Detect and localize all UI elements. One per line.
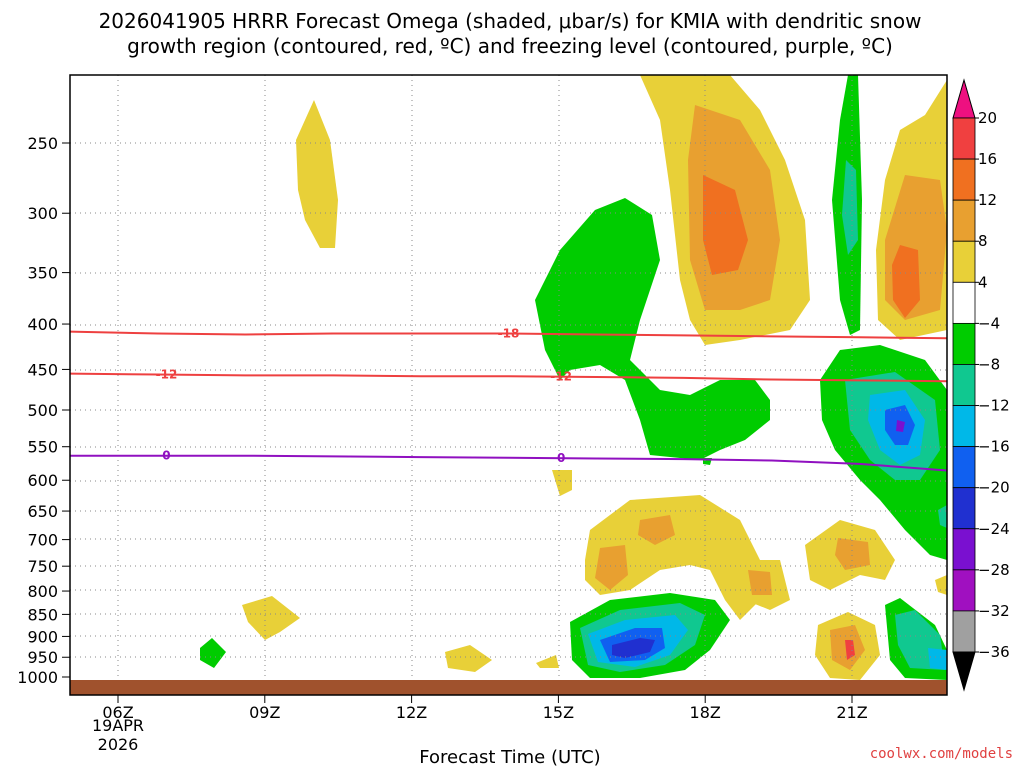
y-tick-label: 300 [27,204,58,223]
dgz-minus12-label: -12 [156,368,178,382]
x-tick-label: 15Z [543,703,574,722]
x-date-line-1: 19APR [92,716,144,735]
omega-region-orange [638,515,675,545]
omega-region-purple [896,420,905,432]
plot-frame [69,74,948,696]
dgz-minus12-label: -12 [550,370,572,384]
y-tick-label: 900 [27,627,58,646]
colorbar-segment [952,158,976,201]
y-tick-label: 450 [27,360,58,379]
x-axis-label: Forecast Time (UTC) [419,747,600,768]
chart-title-line-1: 2026041905 HRRR Forecast Omega (shaded, … [99,9,922,33]
x-tick-label: 12Z [396,703,427,722]
colorbar-segment [952,364,976,406]
omega-region-cyan [928,648,947,670]
freezing-level-0-label: 0 [162,449,170,463]
colorbar-label: −20 [978,479,1010,497]
y-tick-label: 400 [27,315,58,334]
colorbar-segment [952,281,976,324]
credit-text: coolwx.com/models [870,746,1013,762]
dgz-minus18-label: -18 [498,327,520,341]
plot-area: -18 -12 -12 0 0 [70,75,947,695]
colorbar-segment [952,117,976,160]
colorbar-label: −16 [978,438,1010,456]
dgz-minus12-line [70,372,947,383]
y-tick-label: 250 [27,134,58,153]
y-axis: 250 300 350 400 450 500 550 600 650 700 750 800 850 9… [17,134,70,687]
colorbar-segment [952,322,976,365]
omega-region-orange [835,538,870,570]
colorbar-label: −28 [978,561,1010,579]
y-tick-label: 950 [27,648,58,667]
colorbar-label: 8 [978,232,988,250]
colorbar-label: −24 [978,520,1010,538]
colorbar-label: 16 [978,150,997,168]
colorbar-segment [952,610,976,653]
y-tick-label: 800 [27,582,58,601]
colorbar-segment [952,199,976,242]
x-date-line-2: 2026 [98,735,139,754]
colorbar-segment [952,487,976,530]
colorbar-label: 4 [978,273,988,291]
freezing-level-0-line [70,454,947,472]
x-tick-label: 18Z [690,703,721,722]
omega-region-yellow [552,470,572,496]
omega-shading [242,75,947,680]
colorbar-label: −8 [978,355,1000,373]
y-tick-label: 850 [27,605,58,624]
colorbar: 20 16 12 8 4 −4 −8 −12 −16 −20 −24 −28 −32 −36 [952,78,1010,692]
x-tick-label: 21Z [836,703,867,722]
omega-region-darkblue [612,638,655,658]
omega-region-dark-orange [703,175,748,275]
colorbar-label: −32 [978,602,1010,620]
contour-lines: -18 -12 -12 0 0 [70,327,947,472]
colorbar-label: 20 [978,109,997,127]
omega-region-yellow [536,655,559,668]
chart-title-line-2: growth region (contoured, red, ºC) and f… [127,34,893,58]
y-tick-label: 500 [27,401,58,420]
omega-region-yellow [935,575,947,595]
omega-region-orange [595,545,628,590]
colorbar-label: −12 [978,397,1010,415]
y-tick-label: 1000 [17,668,58,687]
colorbar-top-arrow [952,78,976,119]
dgz-minus18-line [70,330,947,340]
omega-region-green [200,638,226,668]
gridlines [70,75,947,695]
x-tick-label: 06Z [102,703,133,722]
colorbar-segment [952,446,976,489]
y-tick-label: 750 [27,557,58,576]
surface-terrain [70,680,947,695]
y-tick-label: 550 [27,438,58,457]
colorbar-bottom-arrow [952,651,976,692]
x-axis: 06Z 09Z 12Z 15Z 18Z 21Z [102,695,868,722]
x-tick-label: 09Z [249,703,280,722]
colorbar-label: −4 [978,314,1000,332]
omega-region-teal [842,160,858,255]
omega-region-dark-orange [892,245,920,318]
y-tick-label: 350 [27,264,58,283]
freezing-level-0-label: 0 [557,451,565,465]
colorbar-label: −36 [978,643,1010,661]
omega-region-yellow [585,495,760,620]
colorbar-segment [952,569,976,612]
omega-region-green [535,198,770,460]
y-tick-label: 700 [27,531,58,550]
omega-region-orange [748,570,772,595]
y-tick-label: 650 [27,502,58,521]
colorbar-label: 12 [978,191,997,209]
omega-region-yellow [445,645,492,672]
colorbar-segment [952,528,976,571]
omega-region-yellow [296,100,338,248]
y-tick-label: 600 [27,471,58,490]
colorbar-segment [952,240,976,283]
omega-region-yellow [242,596,300,640]
colorbar-segment [952,405,976,448]
